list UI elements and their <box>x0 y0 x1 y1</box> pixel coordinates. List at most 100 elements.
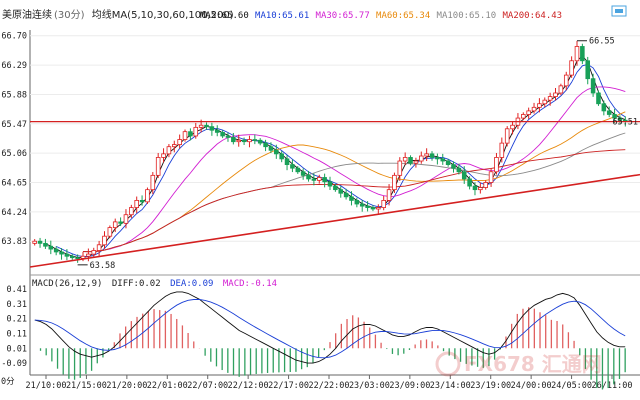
candle-body <box>392 174 397 191</box>
candle-body <box>354 200 360 205</box>
x-tick-11: 23/19:00 <box>470 381 511 391</box>
candle-body <box>596 92 601 105</box>
settings-icon[interactable] <box>611 5 627 17</box>
candle-body <box>606 110 612 115</box>
x-tick-14: 26/11:00 <box>592 381 633 391</box>
candle-body <box>107 227 113 237</box>
candle-body <box>612 114 617 119</box>
candle-body <box>537 103 542 108</box>
candle-body <box>343 192 349 198</box>
candle-body <box>499 142 505 158</box>
candle-body <box>43 242 48 247</box>
candle-body <box>580 46 585 62</box>
ma10-line <box>56 63 626 257</box>
price-tick-0: 66.70 <box>1 32 27 42</box>
macd-tick-2: 0.21 <box>7 315 27 325</box>
time-axis-labels: 21/10:00 21/15:00 21/20:00 22/01:00 22/07:00… <box>26 375 633 391</box>
x-tick-0: 21/10:00 <box>26 381 67 391</box>
macd-axis-labels: 0.41 0.31 0.21 0.11 0.01 -0.09 0分 <box>1 285 27 387</box>
candle-body <box>182 131 188 140</box>
interval-label: (30分) <box>54 9 85 21</box>
ma-value-1: MA10:65.61 <box>255 11 309 21</box>
fx678-watermark: FX678 汇通网 <box>435 351 602 377</box>
candle-body <box>349 196 354 201</box>
candle-body <box>161 153 166 158</box>
candle-body <box>145 189 150 203</box>
candle-body <box>424 153 429 157</box>
moving-average-lines <box>45 55 626 258</box>
macd-diff: DIFF:0.02 <box>112 279 161 289</box>
candle-body <box>461 171 467 180</box>
candle-body <box>193 126 199 137</box>
candle-body <box>322 177 327 183</box>
x-tick-12: 24/00:00 <box>511 381 552 391</box>
candle-body <box>37 240 43 244</box>
candle-body <box>547 96 553 101</box>
candle-body <box>225 135 231 138</box>
ma5-line <box>45 55 626 258</box>
candle-body <box>91 250 97 255</box>
candle-body <box>542 99 548 105</box>
x-tick-9: 23/09:00 <box>389 381 430 391</box>
candle-body <box>155 157 161 176</box>
candle-body <box>204 124 209 128</box>
x-tick-5: 22/12:00 <box>228 381 269 391</box>
ma100-line <box>82 132 626 253</box>
candle-body <box>563 74 569 87</box>
candle-body <box>418 155 424 162</box>
candle-body <box>445 160 451 166</box>
candle-body <box>86 253 91 257</box>
last-price-label: 65.51 <box>612 118 638 128</box>
candle-body <box>306 174 311 180</box>
candle-body <box>397 160 403 176</box>
candle-body <box>263 142 268 148</box>
candle-body <box>617 117 623 121</box>
candle-body <box>198 124 204 128</box>
candle-body <box>177 139 182 145</box>
candle-body <box>370 207 376 210</box>
symbol-name: 美原油连续 <box>2 8 52 21</box>
macd-value: MACD:-0.14 <box>223 279 277 289</box>
candle-body <box>53 248 59 253</box>
candle-body <box>333 185 338 191</box>
overlays: 66.55 63.58 65.51 <box>29 37 640 271</box>
candle-body <box>376 207 381 210</box>
ma30-line <box>82 86 626 253</box>
candle-body <box>521 114 526 119</box>
price-tick-1: 66.29 <box>1 61 27 71</box>
macd-tick-3: 0.11 <box>7 329 27 339</box>
candle-body <box>295 167 301 173</box>
price-tick-4: 65.06 <box>1 149 27 159</box>
candle-body <box>408 157 413 164</box>
candle-body <box>456 167 462 173</box>
support-trendline[interactable] <box>29 173 640 268</box>
candle-body <box>129 207 134 216</box>
candle-body <box>558 85 564 94</box>
ma-params: 均线MA(5,10,30,60,100,200) <box>92 8 234 21</box>
candle-body <box>257 139 263 144</box>
candle-body <box>413 160 419 164</box>
candle-body <box>327 181 333 187</box>
candle-body <box>531 106 537 112</box>
candle-body <box>359 203 365 207</box>
candle-body <box>435 157 440 160</box>
x-tick-10: 23/14:00 <box>430 381 471 391</box>
candle-body <box>504 128 510 144</box>
candle-body <box>386 189 392 201</box>
candle-body <box>236 139 242 143</box>
candle-body <box>494 157 499 173</box>
svg-text:MACD(26,12,9) DIFF:0.02: MACD(26,12,9) DIFF:0.02 DEA:0.09 MACD:-0… <box>32 279 277 289</box>
candle-body <box>214 129 220 133</box>
x-tick-3: 22/01:00 <box>147 381 188 391</box>
macd-partial-label: 0分 <box>1 377 15 387</box>
candle-body <box>316 177 322 181</box>
candle-body <box>188 131 193 137</box>
macd-tick-4: 0.01 <box>7 344 27 354</box>
price-tick-2: 65.88 <box>1 90 27 100</box>
svg-text:美原油连续(30分) 均线MA(5,10,30,60: 美原油连续 (30分) 均线MA(5,10,30,60,100,200) <box>2 8 234 21</box>
macd-histogram <box>39 307 626 390</box>
candle-body <box>96 244 102 251</box>
ma-value-5: MA200:64.43 <box>503 11 563 21</box>
price-tick-7: 63.83 <box>1 237 27 247</box>
candle-body <box>279 153 284 160</box>
